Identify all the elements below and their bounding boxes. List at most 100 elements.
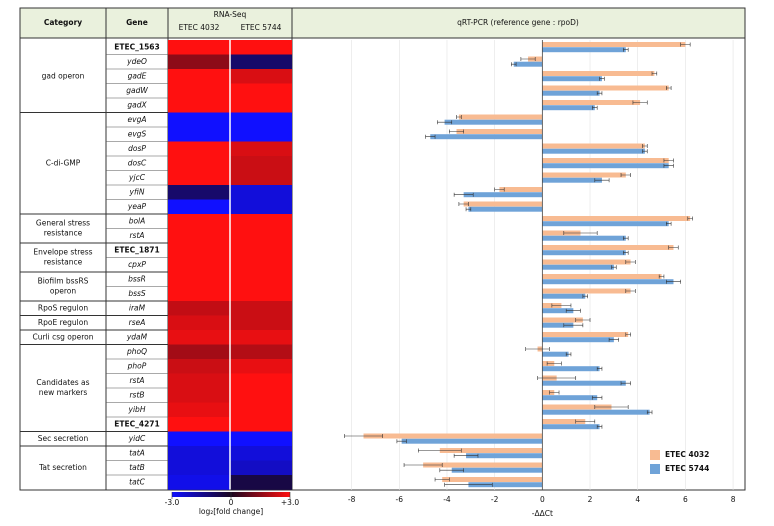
colorbar-tick-label: +3.0 [281, 498, 299, 507]
heat-cell [230, 286, 292, 302]
gene-label: rseA [129, 318, 146, 327]
heat-cell [230, 83, 292, 99]
bar [542, 259, 631, 265]
heat-cell [168, 40, 230, 55]
bar [542, 105, 595, 111]
header-rnaseq: RNA-Seq [214, 10, 247, 19]
x-tick-label: 8 [731, 495, 736, 504]
x-tick-label: 6 [683, 495, 688, 504]
heat-cell [168, 315, 230, 331]
bar [542, 250, 626, 256]
error-bar [453, 192, 474, 197]
bar [542, 332, 629, 337]
error-bar [551, 303, 572, 308]
bar [542, 279, 674, 285]
heat-cell [168, 330, 230, 345]
gene-label: phoQ [126, 347, 147, 356]
heat-cell [168, 127, 230, 142]
heat-cell [230, 228, 292, 244]
bar-title: qRT-PCR (reference gene : rpoD) [457, 18, 579, 27]
heat-cell [230, 98, 292, 113]
heat-cell [168, 156, 230, 171]
heat-cell [168, 388, 230, 403]
error-bar [456, 115, 462, 119]
gene-label: evgA [128, 115, 147, 124]
category-label: operon [50, 287, 76, 296]
colorbar-tick-label: -3.0 [165, 498, 180, 507]
bar [542, 409, 650, 415]
heat-cell [168, 69, 230, 84]
category-label: Candidates as [36, 378, 89, 387]
error-bar [439, 468, 464, 473]
heat-cell [230, 431, 292, 447]
error-bar [620, 173, 631, 177]
error-bar [592, 105, 598, 110]
bar [542, 366, 600, 372]
category-label: RpoS regulon [38, 303, 88, 312]
bar [430, 134, 543, 140]
bar [542, 390, 555, 395]
heat-cell [168, 344, 230, 360]
category-label: C-di-GMP [46, 158, 81, 167]
bar [542, 395, 598, 401]
bar [542, 235, 626, 241]
bar [542, 337, 614, 343]
category-label: Sec secretion [38, 434, 89, 443]
error-bar [565, 352, 572, 357]
colorbar-label: log₂[fold change] [199, 507, 263, 516]
bar [451, 467, 543, 473]
error-bar [594, 405, 629, 409]
header-category: Category [44, 18, 82, 27]
category-label: resistance [44, 258, 83, 267]
header-gene: Gene [126, 18, 148, 27]
error-bar [458, 202, 469, 206]
error-bar [625, 260, 636, 264]
error-bar [594, 178, 610, 183]
error-bar [546, 361, 562, 366]
gene-label: gadE [128, 71, 147, 80]
bar [542, 274, 662, 279]
heat-cell [230, 359, 292, 374]
bar [542, 47, 626, 53]
heat-cell [168, 199, 230, 215]
error-bar [668, 245, 679, 250]
error-bar [611, 265, 617, 270]
heat-cell [230, 475, 292, 490]
heat-cell [230, 315, 292, 331]
bar [542, 163, 669, 169]
colorbar-tick-label: 0 [229, 498, 234, 507]
x-tick-label: 2 [588, 495, 593, 504]
gene-label: yibH [128, 405, 146, 414]
heatmap-col: ETEC 4032 [179, 23, 220, 32]
error-bar [582, 294, 588, 299]
bar [542, 424, 600, 430]
heat-cell [230, 112, 292, 128]
heat-cell [168, 301, 230, 316]
heat-cell [230, 156, 292, 171]
bar [542, 172, 626, 178]
bar [542, 158, 669, 163]
bar [542, 143, 645, 149]
heat-cell [230, 402, 292, 418]
gene-label: ydaM [126, 332, 148, 341]
gene-label: tatC [129, 477, 145, 486]
x-tick-label: 0 [540, 495, 545, 504]
heat-cell [230, 54, 292, 70]
category-label: Tat secretion [38, 463, 87, 472]
error-bar [632, 100, 648, 105]
bar [542, 293, 586, 299]
x-axis-label: -ΔΔCt [532, 509, 553, 518]
heat-cell [168, 257, 230, 273]
legend-label: ETEC 4032 [665, 450, 709, 459]
bar [542, 230, 581, 236]
bar [542, 317, 583, 323]
gene-label: yidC [128, 434, 146, 443]
legend-label: ETEC 5744 [665, 464, 709, 473]
gene-label: tatB [129, 463, 145, 472]
gene-label: phoP [127, 361, 147, 370]
error-bar [437, 120, 453, 125]
frame [19, 7, 746, 491]
error-bar [625, 332, 631, 337]
error-bar [596, 366, 603, 371]
